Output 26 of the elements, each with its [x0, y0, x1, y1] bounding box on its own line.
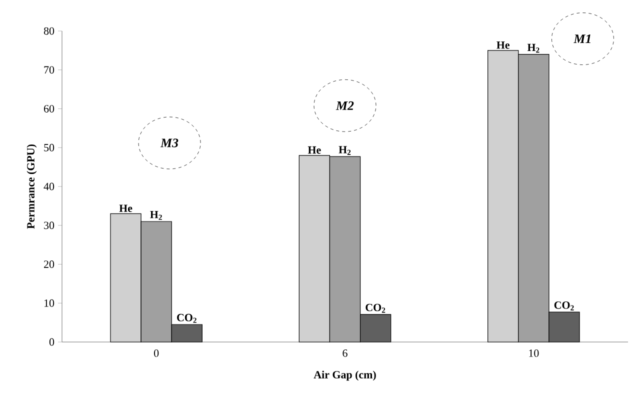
x-tick-label: 6: [342, 350, 348, 357]
text: He: [308, 146, 321, 154]
series-label: CO$_{2}$: [554, 301, 574, 310]
y-tick-label: 70: [44, 66, 54, 74]
text: CO$_{2}$: [366, 304, 386, 313]
y-tick-label: 50: [44, 144, 54, 152]
text: CO$_{2}$: [177, 314, 196, 323]
x-axis-title: Air Gap (cm): [314, 370, 376, 381]
y-tick-label: 80: [44, 27, 54, 35]
x-tick-label: 10: [529, 350, 539, 357]
y-tick-label: 40: [44, 182, 54, 190]
text: H$_{2}$: [527, 44, 540, 53]
y-tick-label: 0: [49, 338, 54, 346]
y-tick-label: 30: [44, 222, 54, 230]
text: H$_{2}$: [150, 210, 162, 220]
x-tick-label: 0: [154, 350, 159, 357]
series-label: H$_{2}$: [338, 146, 351, 155]
annotation: M1: [574, 34, 590, 44]
y-axis-title: Permrance (GPU): [26, 144, 37, 229]
annotation: M2: [336, 101, 354, 110]
y-tick-label: 60: [44, 105, 54, 112]
text: He: [119, 204, 132, 212]
series-label: He: [496, 41, 510, 49]
y-tick-label: 20: [44, 260, 54, 268]
annotation: M3: [160, 138, 178, 148]
y-tick-label: 10: [44, 299, 54, 307]
